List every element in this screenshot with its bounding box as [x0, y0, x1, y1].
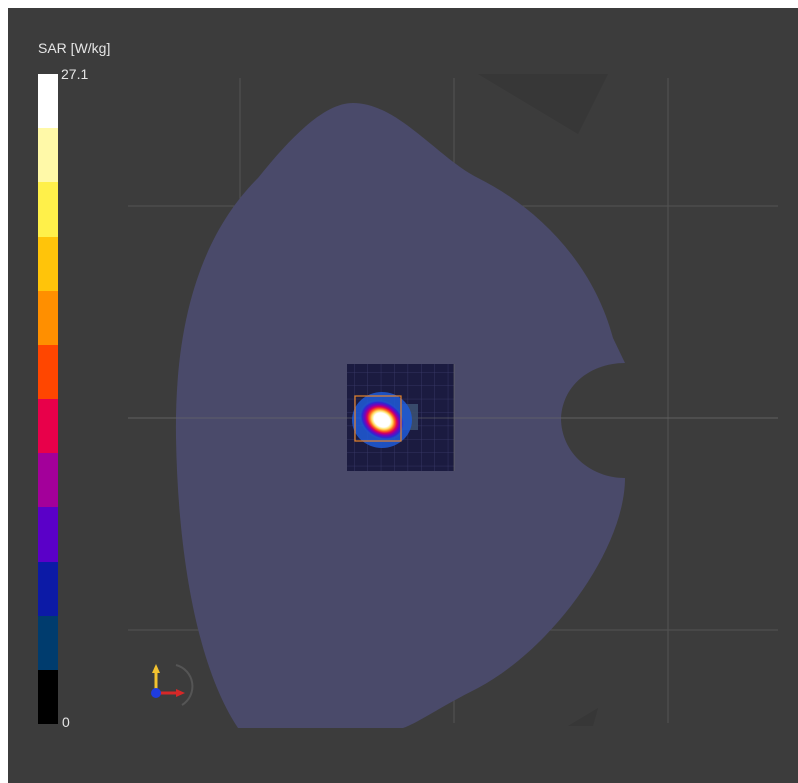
colorbar-segment: [38, 344, 58, 400]
background-shape-top: [478, 74, 608, 134]
colorbar-segment: [38, 399, 58, 454]
colorbar-segment: [38, 453, 58, 508]
colorbar-segment: [38, 561, 58, 616]
colorbar: [38, 74, 58, 725]
colorbar-segment: [38, 182, 58, 237]
background-shape-bottom: [568, 708, 598, 726]
colorbar-segment: [38, 507, 58, 562]
colorbar-max-label: 27.1: [61, 66, 89, 82]
colorbar-segment: [38, 74, 58, 129]
axes-orientation-icon[interactable]: [138, 653, 198, 713]
sar-hotspot: [359, 399, 405, 441]
colorbar-segment: [38, 128, 58, 183]
3d-viewport[interactable]: SAR [W/kg] 27.1 0: [8, 8, 798, 783]
colorbar-segment: [38, 615, 58, 670]
colorbar-segment: [38, 236, 58, 291]
sar-bounding-box: [354, 395, 402, 442]
colorbar-segment: [38, 290, 58, 345]
colorbar-min-label: 0: [62, 714, 70, 730]
simulation-scene: [128, 74, 778, 728]
colorbar-segment: [38, 669, 58, 725]
colorbar-title: SAR [W/kg]: [38, 40, 111, 56]
